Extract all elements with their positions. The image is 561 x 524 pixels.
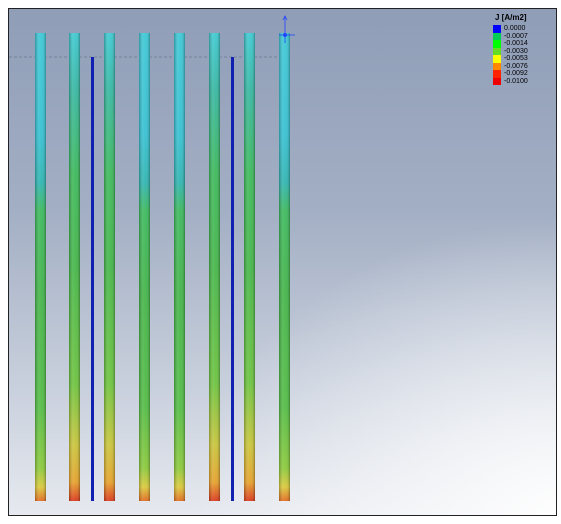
cathode-rod[interactable] — [231, 57, 234, 501]
legend-value: -0.0030 — [504, 47, 528, 55]
legend-entry: -0.0076 — [493, 62, 528, 70]
anode-rod[interactable] — [244, 33, 255, 501]
legend-swatch — [493, 70, 501, 78]
legend-title: J [A/m2] — [495, 13, 527, 22]
legend-swatch — [493, 32, 501, 40]
legend-entry: -0.0030 — [493, 47, 528, 55]
legend-entry: -0.0053 — [493, 55, 528, 63]
anode-rod[interactable] — [279, 33, 290, 501]
anode-rod[interactable] — [139, 33, 150, 501]
anode-rod[interactable] — [174, 33, 185, 501]
anode-rod[interactable] — [209, 33, 220, 501]
legend-value: -0.0007 — [504, 32, 528, 40]
legend-swatch — [493, 40, 501, 48]
legend-value: -0.0076 — [504, 62, 528, 70]
legend-entry: -0.0092 — [493, 70, 528, 78]
legend-value: -0.0014 — [504, 40, 528, 47]
legend-value: -0.0053 — [504, 55, 528, 62]
legend-entry: -0.0007 — [493, 32, 528, 40]
legend-swatch — [493, 47, 501, 55]
legend-value: -0.0100 — [504, 77, 528, 85]
color-legend: J [A/m2] 0.0000 -0.0007 -0.0014 -0.0030 … — [493, 13, 528, 85]
legend-swatch — [493, 55, 501, 63]
legend-swatch — [493, 62, 501, 70]
legend-entry: 0.0000 — [493, 25, 528, 33]
legend-swatch — [493, 25, 501, 33]
legend-swatch — [493, 77, 501, 85]
legend-value: -0.0092 — [504, 70, 528, 77]
axis-triad-icon — [279, 15, 295, 43]
legend-entry: -0.0100 — [493, 77, 528, 85]
legend-entry: -0.0014 — [493, 40, 528, 48]
3d-viewport[interactable]: J [A/m2] 0.0000 -0.0007 -0.0014 -0.0030 … — [8, 8, 557, 516]
rod-array-scene — [9, 15, 295, 501]
anode-rod[interactable] — [35, 33, 46, 501]
anode-rod[interactable] — [69, 33, 80, 501]
legend-value: 0.0000 — [504, 25, 526, 32]
cathode-rod[interactable] — [91, 57, 94, 501]
anode-rod[interactable] — [104, 33, 115, 501]
